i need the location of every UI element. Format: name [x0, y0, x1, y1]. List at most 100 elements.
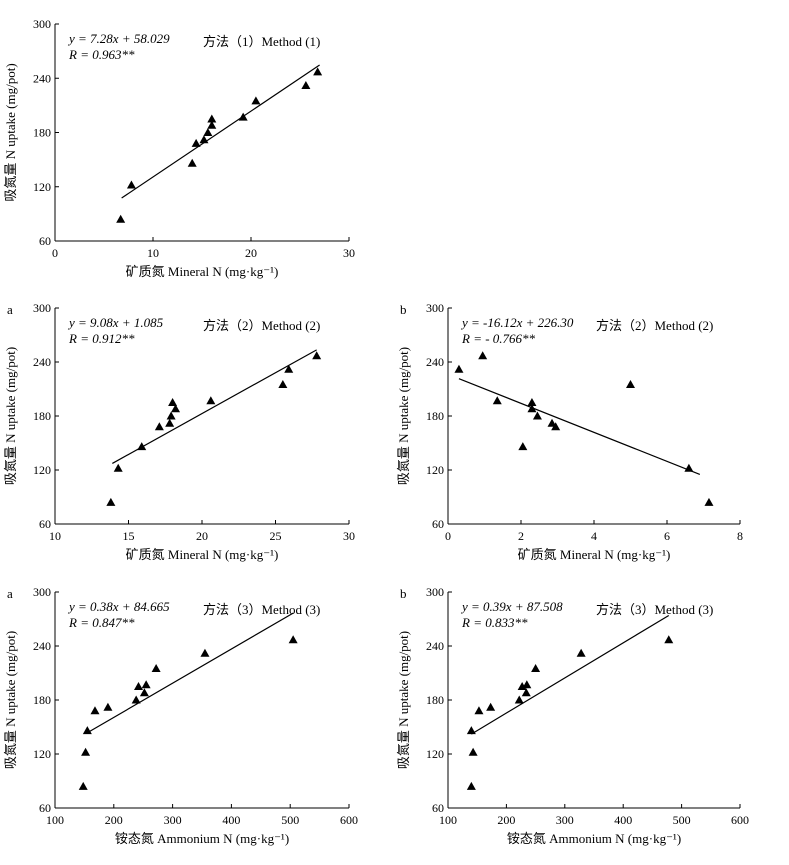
data-point-triangle — [486, 702, 496, 711]
y-tick-label: 60 — [39, 517, 51, 531]
data-point-triangle — [466, 781, 476, 790]
data-point-triangle — [203, 128, 213, 136]
x-tick-label: 400 — [222, 813, 240, 827]
y-tick-label: 180 — [426, 409, 444, 423]
y-tick-label: 240 — [426, 639, 444, 653]
data-point-triangle — [171, 404, 181, 413]
chart-panel-p2a: 60 120 180 240 300 10 15 20 25 30 矿质氮 Mineral N (m… — [3, 301, 355, 562]
y-tick-label: 300 — [426, 585, 444, 599]
data-point-triangle — [78, 781, 88, 790]
regression-line — [471, 614, 670, 735]
y-tick-label: 120 — [426, 747, 444, 761]
data-point-triangle — [82, 726, 92, 735]
correlation-coefficient: R = 0.963** — [68, 47, 135, 62]
data-point-triangle — [238, 112, 248, 121]
y-tick-label: 240 — [426, 355, 444, 369]
data-point-triangle — [106, 497, 116, 506]
x-tick-label: 400 — [614, 813, 632, 827]
x-tick-label: 15 — [123, 529, 135, 543]
data-point-triangle — [288, 635, 298, 644]
data-point-triangle — [139, 688, 149, 697]
x-axis-label: 铵态氮 Ammonium N (mg·kg⁻¹) — [507, 831, 681, 846]
y-tick-label: 240 — [33, 71, 51, 85]
x-tick-label: 600 — [731, 813, 749, 827]
data-point-triangle — [166, 411, 176, 420]
data-point-triangle — [312, 351, 322, 360]
data-point-triangle — [531, 664, 541, 672]
y-tick-label: 60 — [39, 801, 51, 815]
data-point-triangle — [547, 418, 557, 427]
y-axis-label: 吸氮量 N uptake (mg/pot) — [3, 347, 18, 485]
data-point-triangle — [284, 364, 294, 373]
panel-label: a — [7, 586, 13, 601]
correlation-coefficient: R = 0.912** — [68, 331, 135, 346]
x-tick-label: 20 — [245, 246, 257, 260]
y-tick-label: 240 — [33, 355, 51, 369]
data-point-triangle — [251, 96, 261, 105]
x-tick-label: 300 — [164, 813, 182, 827]
data-point-triangle — [301, 80, 311, 89]
x-tick-label: 30 — [343, 246, 355, 260]
data-point-triangle — [454, 364, 464, 373]
x-tick-label: 100 — [439, 813, 457, 827]
y-axis-label: 吸氮量 N uptake (mg/pot) — [396, 347, 411, 485]
data-point-triangle — [116, 214, 126, 223]
chart-panel-p1: 60 120 180 240 300 0 10 20 30 矿质氮 Mineral N (mg·k… — [3, 17, 355, 279]
x-tick-label: 200 — [497, 813, 515, 827]
x-tick-label: 200 — [105, 813, 123, 827]
data-point-triangle — [626, 380, 635, 388]
y-tick-label: 180 — [426, 693, 444, 707]
data-point-triangle — [466, 726, 476, 735]
data-point-triangle — [313, 67, 323, 76]
x-tick-label: 600 — [340, 813, 358, 827]
data-point-triangle — [468, 747, 478, 756]
data-point-triangle — [200, 648, 210, 657]
regression-equation: y = 0.38x + 84.665 — [67, 599, 170, 614]
data-point-triangle — [551, 422, 561, 431]
data-point-triangle — [165, 418, 175, 427]
chart-panel-p3a: 60 120 180 240 300 100 200 300 400 500 600 铵态氮 Ammo… — [3, 585, 358, 846]
x-tick-label: 30 — [343, 529, 355, 543]
regression-line — [121, 64, 320, 199]
data-point-triangle — [141, 680, 151, 689]
x-tick-label: 4 — [591, 529, 597, 543]
x-axis-label: 铵态氮 Ammonium N (mg·kg⁻¹) — [115, 831, 289, 846]
data-point-triangle — [474, 706, 484, 715]
data-point-triangle — [522, 680, 532, 689]
regression-equation: y = -16.12x + 226.30 — [460, 315, 574, 330]
data-point-triangle — [478, 351, 488, 360]
regression-equation: y = 0.39x + 87.508 — [460, 599, 563, 614]
panel-label: b — [400, 302, 407, 317]
y-tick-label: 180 — [33, 693, 51, 707]
data-point-triangle — [187, 158, 197, 167]
y-tick-label: 300 — [33, 17, 51, 31]
y-axis-label: 吸氮量 N uptake (mg/pot) — [3, 63, 18, 201]
y-tick-label: 300 — [33, 301, 51, 315]
x-tick-label: 300 — [556, 813, 574, 827]
x-tick-label: 0 — [52, 246, 58, 260]
x-tick-label: 500 — [281, 813, 299, 827]
x-tick-label: 8 — [737, 529, 743, 543]
data-point-triangle — [527, 398, 537, 406]
x-axis-label: 矿质氮 Mineral N (mg·kg⁻¹) — [518, 547, 671, 562]
data-point-triangle — [518, 442, 528, 451]
regression-line — [87, 612, 294, 734]
data-point-triangle — [492, 396, 502, 405]
data-point-triangle — [126, 180, 136, 189]
data-point-triangle — [514, 695, 524, 704]
x-tick-label: 20 — [196, 529, 208, 543]
data-point-triangle — [103, 702, 113, 711]
x-tick-label: 10 — [49, 529, 61, 543]
data-point-triangle — [532, 411, 542, 420]
data-point-triangle — [131, 695, 141, 704]
data-point-triangle — [191, 138, 201, 147]
y-tick-label: 180 — [33, 126, 51, 140]
y-tick-label: 120 — [426, 463, 444, 477]
correlation-coefficient: R = 0.847** — [68, 615, 135, 630]
data-point-triangle — [90, 706, 100, 715]
x-tick-label: 25 — [270, 529, 282, 543]
y-tick-label: 60 — [432, 801, 444, 815]
y-axis-label: 吸氮量 N uptake (mg/pot) — [396, 631, 411, 769]
data-point-triangle — [206, 396, 216, 405]
